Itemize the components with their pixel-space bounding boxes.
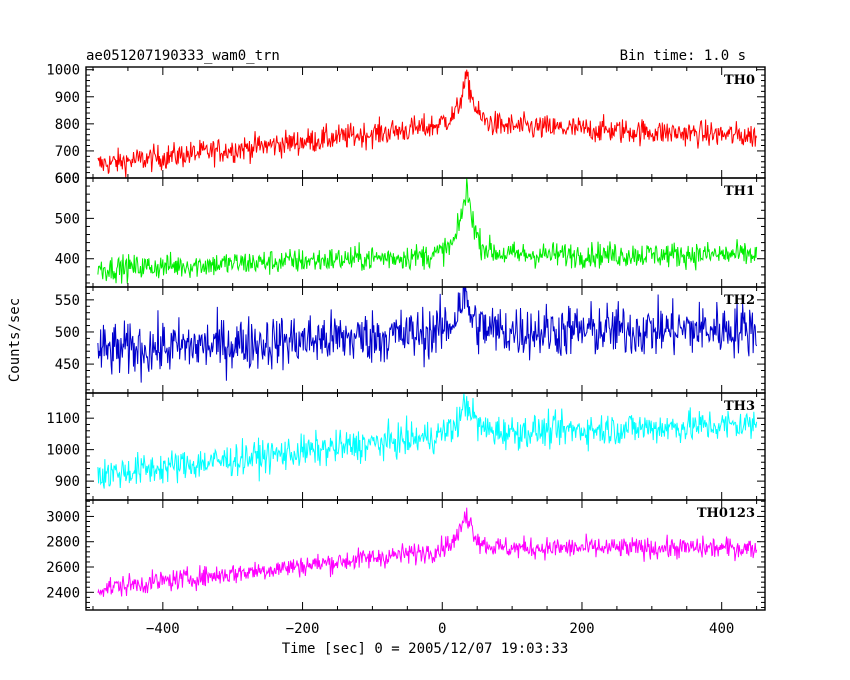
panel-frame [85, 66, 766, 179]
panel-th3: 900 1000 1100 TH3 [46, 392, 766, 501]
y-tick-label: 700 [55, 144, 80, 160]
y-tick-label: 450 [55, 357, 80, 373]
y-tick-label: 2400 [46, 585, 80, 601]
panel-th0: 600 700 800 900 1000 TH0 [46, 63, 766, 187]
x-tick-label: 400 [709, 621, 734, 637]
x-tick-label: −400 [146, 621, 180, 637]
y-tick-label: 1000 [46, 63, 80, 79]
y-tick-label: 600 [55, 171, 80, 187]
panel-label-th2: TH2 [724, 293, 755, 308]
series-line-th2 [97, 287, 758, 383]
series-line-th3 [97, 393, 758, 489]
panel-label-th0123: TH0123 [697, 506, 755, 521]
panel-th0123: 2400 2600 2800 3000 TH0123 [46, 499, 766, 611]
panel-frame [85, 177, 766, 288]
y-tick-label: 900 [55, 474, 80, 490]
panel-th2: 450 500 550 TH2 [55, 286, 766, 394]
x-axis-label: Time [sec] 0 = 2005/12/07 19:03:33 [282, 641, 569, 657]
y-axis-label: Counts/sec [7, 298, 23, 382]
panel-frame [85, 392, 766, 501]
panel-th1: 400 500 600 TH1 [55, 171, 766, 288]
y-tick-label: 500 [55, 211, 80, 227]
y-tick-label: 500 [55, 325, 80, 341]
y-tick-label: 2600 [46, 560, 80, 576]
y-tick-label: 800 [55, 117, 80, 133]
panel-label-th1: TH1 [724, 184, 755, 199]
x-tick-label: 200 [569, 621, 594, 637]
panel-frame [85, 499, 766, 611]
y-tick-label: 400 [55, 252, 80, 268]
x-tick-label: −200 [286, 621, 320, 637]
series-line-th1 [97, 178, 758, 284]
panels-group: 6007008009001000TH0400500600TH1450500550… [46, 63, 766, 637]
y-tick-label: 3000 [46, 509, 80, 525]
series-line-th0123 [97, 507, 758, 597]
y-tick-label: 2800 [46, 535, 80, 551]
y-tick-label: 600 [55, 171, 80, 187]
y-tick-label: 900 [55, 90, 80, 106]
bin-time-label: Bin time: 1.0 s [620, 48, 746, 64]
y-tick-label: 550 [55, 293, 80, 309]
y-tick-label: 1000 [46, 443, 80, 459]
panel-label-th3: TH3 [724, 399, 755, 414]
panel-label-th0: TH0 [724, 73, 755, 88]
chart-title: ae051207190333_wam0_trn [86, 48, 280, 64]
series-line-th0 [97, 69, 758, 178]
x-tick-label: 0 [438, 621, 446, 637]
y-tick-label: 1100 [46, 411, 80, 427]
